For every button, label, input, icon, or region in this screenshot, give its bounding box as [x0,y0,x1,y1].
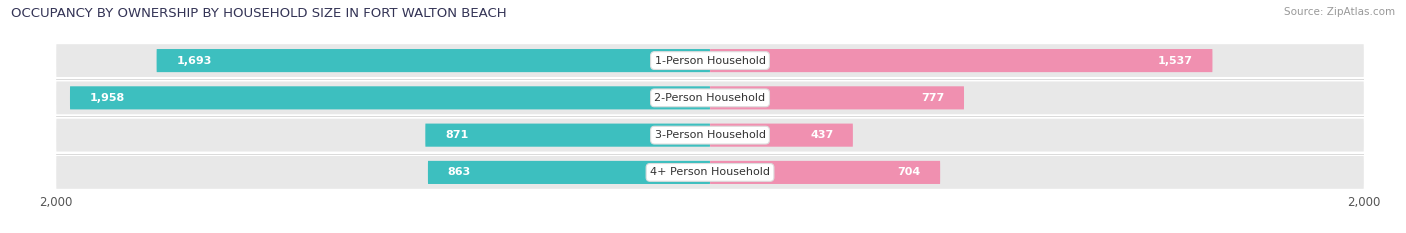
Text: 704: 704 [897,168,921,177]
Text: 871: 871 [444,130,468,140]
FancyBboxPatch shape [425,123,710,147]
FancyBboxPatch shape [156,49,710,72]
FancyBboxPatch shape [710,123,853,147]
FancyBboxPatch shape [427,161,710,184]
FancyBboxPatch shape [56,44,1364,77]
Text: Source: ZipAtlas.com: Source: ZipAtlas.com [1284,7,1395,17]
Text: 777: 777 [921,93,945,103]
Text: 2-Person Household: 2-Person Household [654,93,766,103]
Text: 1,537: 1,537 [1159,56,1192,65]
FancyBboxPatch shape [56,82,1364,114]
FancyBboxPatch shape [56,119,1364,151]
FancyBboxPatch shape [710,86,965,110]
FancyBboxPatch shape [70,86,710,110]
Text: 863: 863 [447,168,471,177]
Text: 437: 437 [810,130,834,140]
FancyBboxPatch shape [710,49,1212,72]
Text: 1-Person Household: 1-Person Household [655,56,765,65]
FancyBboxPatch shape [710,161,941,184]
Text: 1,693: 1,693 [176,56,211,65]
Text: OCCUPANCY BY OWNERSHIP BY HOUSEHOLD SIZE IN FORT WALTON BEACH: OCCUPANCY BY OWNERSHIP BY HOUSEHOLD SIZE… [11,7,508,20]
Text: 3-Person Household: 3-Person Household [655,130,765,140]
FancyBboxPatch shape [56,156,1364,189]
Text: 1,958: 1,958 [90,93,125,103]
Text: 4+ Person Household: 4+ Person Household [650,168,770,177]
